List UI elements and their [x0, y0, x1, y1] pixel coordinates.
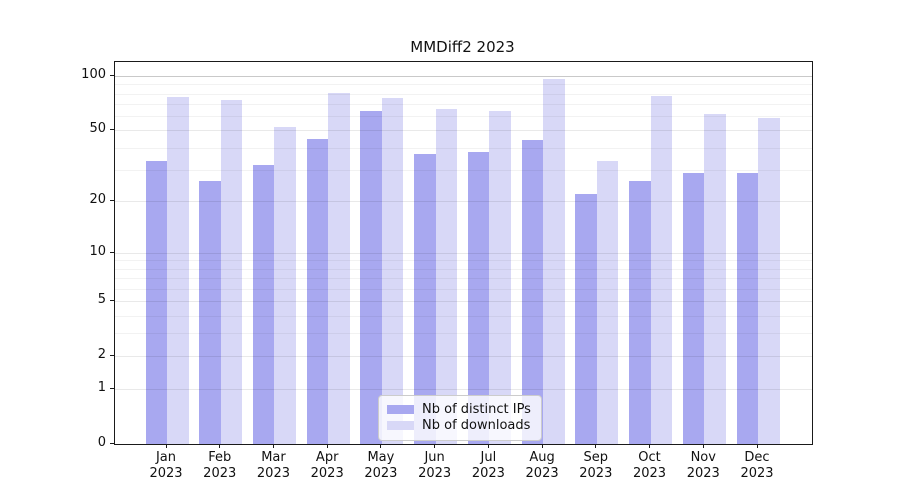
gridline-20 — [115, 201, 812, 203]
x-tick-sep — [595, 444, 597, 448]
y-tick-1 — [110, 387, 114, 389]
gridline-30 — [115, 170, 812, 172]
gridline-9 — [115, 260, 812, 262]
bar-downloads-oct — [650, 95, 673, 444]
x-tick-label-oct: Oct 2023 — [632, 450, 667, 481]
y-tick-50 — [110, 129, 114, 131]
bar-distinct-ips-nov — [682, 172, 705, 444]
bar-distinct-ips-sep — [575, 193, 597, 444]
x-tick-label-sep: Sep 2023 — [579, 450, 613, 481]
bar-distinct-ips-jan — [145, 160, 167, 444]
x-tick-aug — [541, 444, 543, 448]
x-tick-label-jul: Jul 2023 — [471, 450, 505, 481]
gridline-60 — [115, 116, 812, 118]
y-tick-label-10: 10 — [89, 243, 106, 259]
y-tick-10 — [110, 251, 114, 253]
legend-row-distinct-ips: Nb of distinct IPs — [387, 402, 533, 417]
gridline-70 — [115, 104, 812, 106]
gridline-5 — [115, 301, 812, 303]
x-tick-mar — [272, 444, 274, 448]
x-tick-label-aug: Aug 2023 — [525, 450, 559, 481]
gridline-100 — [115, 76, 812, 77]
y-tick-20 — [110, 200, 114, 202]
x-tick-label-jan: Jan 2023 — [149, 450, 183, 481]
x-tick-label-may: May 2023 — [364, 450, 398, 481]
x-tick-label-nov: Nov 2023 — [686, 450, 720, 481]
gridline-6 — [115, 288, 812, 290]
y-tick-label-20: 20 — [89, 192, 106, 208]
x-tick-jul — [487, 444, 489, 448]
x-tick-may — [380, 444, 382, 448]
gridline-80 — [115, 93, 812, 95]
y-tick-0 — [110, 443, 114, 444]
x-tick-jan — [165, 444, 167, 448]
legend-row-downloads: Nb of downloads — [387, 418, 533, 433]
bar-distinct-ips-feb — [199, 181, 221, 444]
gridline-50 — [115, 130, 812, 132]
y-tick-label-50: 50 — [89, 121, 106, 137]
bar-downloads-feb — [220, 99, 243, 444]
y-tick-100 — [110, 75, 114, 76]
plot-area: Nb of distinct IPs Nb of downloads — [114, 61, 813, 445]
x-tick-dec — [756, 444, 758, 448]
bar-distinct-ips-may — [360, 111, 382, 444]
x-tick-apr — [326, 444, 328, 448]
gridline-3 — [115, 333, 812, 335]
y-tick-label-5: 5 — [97, 292, 106, 308]
x-tick-label-jun: Jun 2023 — [418, 450, 452, 481]
gridline-1 — [115, 388, 812, 390]
x-tick-label-dec: Dec 2023 — [740, 450, 774, 481]
bar-downloads-nov — [704, 113, 726, 444]
bar-downloads-sep — [596, 160, 619, 444]
gridline-10 — [115, 252, 812, 254]
x-tick-label-feb: Feb 2023 — [203, 450, 237, 481]
bar-downloads-may — [381, 97, 404, 444]
x-tick-jun — [434, 444, 436, 448]
bar-downloads-mar — [274, 127, 296, 444]
gridline-8 — [115, 268, 812, 270]
bar-distinct-ips-dec — [736, 172, 758, 444]
bar-downloads-apr — [328, 92, 350, 444]
gridline-90 — [115, 84, 812, 86]
bar-distinct-ips-aug — [521, 140, 544, 444]
chart-title: MMDiff2 2023 — [410, 38, 515, 56]
bar-downloads-jan — [167, 96, 189, 444]
y-tick-2 — [110, 355, 114, 357]
bar-distinct-ips-mar — [252, 165, 275, 444]
y-tick-label-2: 2 — [97, 347, 106, 363]
gridline-40 — [115, 147, 812, 149]
bar-downloads-aug — [543, 79, 565, 444]
legend-swatch-distinct-ips — [387, 405, 414, 414]
bar-distinct-ips-jun — [414, 153, 436, 444]
bar-downloads-jul — [489, 111, 511, 444]
y-tick-label-100: 100 — [81, 67, 106, 82]
y-tick-label-1: 1 — [97, 379, 106, 395]
bar-downloads-dec — [758, 117, 780, 444]
x-tick-nov — [702, 444, 704, 448]
x-tick-feb — [219, 444, 221, 448]
bar-distinct-ips-apr — [306, 138, 329, 444]
y-tick-5 — [110, 300, 114, 302]
bar-distinct-ips-jul — [467, 151, 490, 444]
x-tick-label-mar: Mar 2023 — [256, 450, 290, 481]
legend: Nb of distinct IPs Nb of downloads — [378, 395, 542, 441]
x-tick-oct — [649, 444, 651, 448]
y-tick-label-0: 0 — [97, 435, 106, 450]
x-tick-label-apr: Apr 2023 — [310, 450, 344, 481]
legend-label-downloads: Nb of downloads — [422, 418, 531, 433]
bar-downloads-jun — [435, 108, 458, 444]
gridline-4 — [115, 315, 812, 317]
gridline-7 — [115, 278, 812, 280]
bar-distinct-ips-oct — [629, 181, 651, 444]
legend-label-distinct-ips: Nb of distinct IPs — [422, 402, 531, 417]
legend-swatch-downloads — [387, 421, 414, 430]
gridline-2 — [115, 356, 812, 358]
